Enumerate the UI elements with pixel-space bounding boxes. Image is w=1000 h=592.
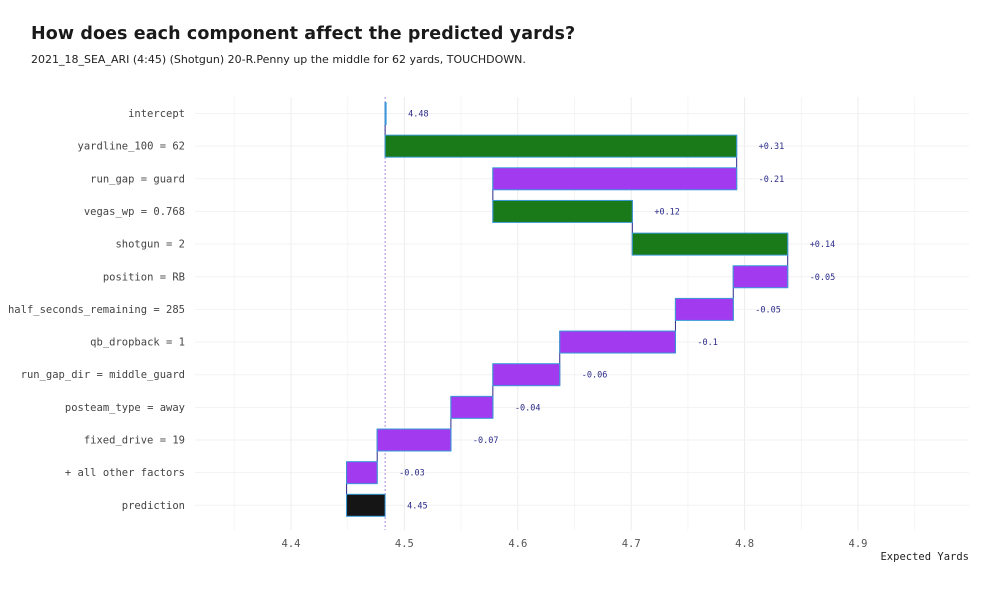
bar-value-label: -0.04 [515,403,541,413]
waterfall-bar [492,363,561,387]
y-category-label: fixed_drive = 19 [84,435,185,447]
bar-value-label: -0.06 [582,371,608,381]
waterfall-bar [559,330,676,354]
y-category-label: half_seconds_remaining = 285 [8,304,185,316]
bar-value-label: 4.48 [408,110,428,120]
chart-subtitle: 2021_18_SEA_ARI (4:45) (Shotgun) 20-R.Pe… [31,53,526,66]
y-category-label: position = RB [103,271,185,283]
bar-value-label: +0.31 [759,142,785,152]
x-axis-ticks: 4.4 4.5 4.6 4.7 4.8 4.9 [282,538,868,550]
bar-value-label: 4.45 [407,501,427,511]
y-category-label: prediction [122,500,185,512]
x-tick-label: 4.6 [508,538,527,550]
y-category-label: shotgun = 2 [115,239,185,251]
waterfall-bar [384,102,387,125]
bars [346,102,789,517]
waterfall-bar [450,395,494,419]
y-category-label: qb_dropback = 1 [90,337,185,349]
y-category-label: vegas_wp = 0.768 [84,206,185,218]
y-axis-labels: intercept yardline_100 = 62 run_gap = guar… [8,108,185,512]
y-category-label: yardline_100 = 62 [78,141,185,153]
x-tick-label: 4.7 [622,538,641,550]
bar-value-label: +0.12 [654,207,680,217]
x-tick-label: 4.5 [395,538,414,550]
waterfall-bar [492,199,633,223]
bar-value-label: +0.14 [810,240,836,250]
bar-value-label: -0.03 [399,469,425,479]
waterfall-bar [674,297,734,321]
chart-title: How does each component affect the predi… [31,24,576,44]
bar-value-label: -0.1 [697,338,717,348]
waterfall-bar [492,167,738,191]
bar-value-label: -0.07 [473,436,499,446]
bar-value-label: -0.05 [810,273,836,283]
x-tick-label: 4.9 [849,538,868,550]
bar-value-label: -0.05 [755,305,781,315]
bar-value-label: -0.21 [759,175,785,185]
x-tick-label: 4.4 [282,538,301,550]
data-labels: 4.48 +0.31 -0.21 +0.12 +0.14 -0.05 -0.05 -0.1 -0… [399,110,835,512]
y-category-label: intercept [128,108,185,120]
waterfall-bar [732,265,789,289]
x-axis-label: Expected Yards [880,551,969,563]
waterfall-bar [384,134,738,158]
waterfall-bar [346,461,378,485]
x-tick-label: 4.8 [735,538,754,550]
waterfall-bar [631,232,789,256]
y-category-label: run_gap_dir = middle_guard [21,369,185,381]
waterfall-bar [346,493,386,517]
grid-lines [195,97,969,530]
waterfall-bar [376,428,452,452]
y-category-label: run_gap = guard [90,173,185,185]
y-category-label: posteam_type = away [65,402,185,414]
y-category-label: + all other factors [65,467,185,479]
